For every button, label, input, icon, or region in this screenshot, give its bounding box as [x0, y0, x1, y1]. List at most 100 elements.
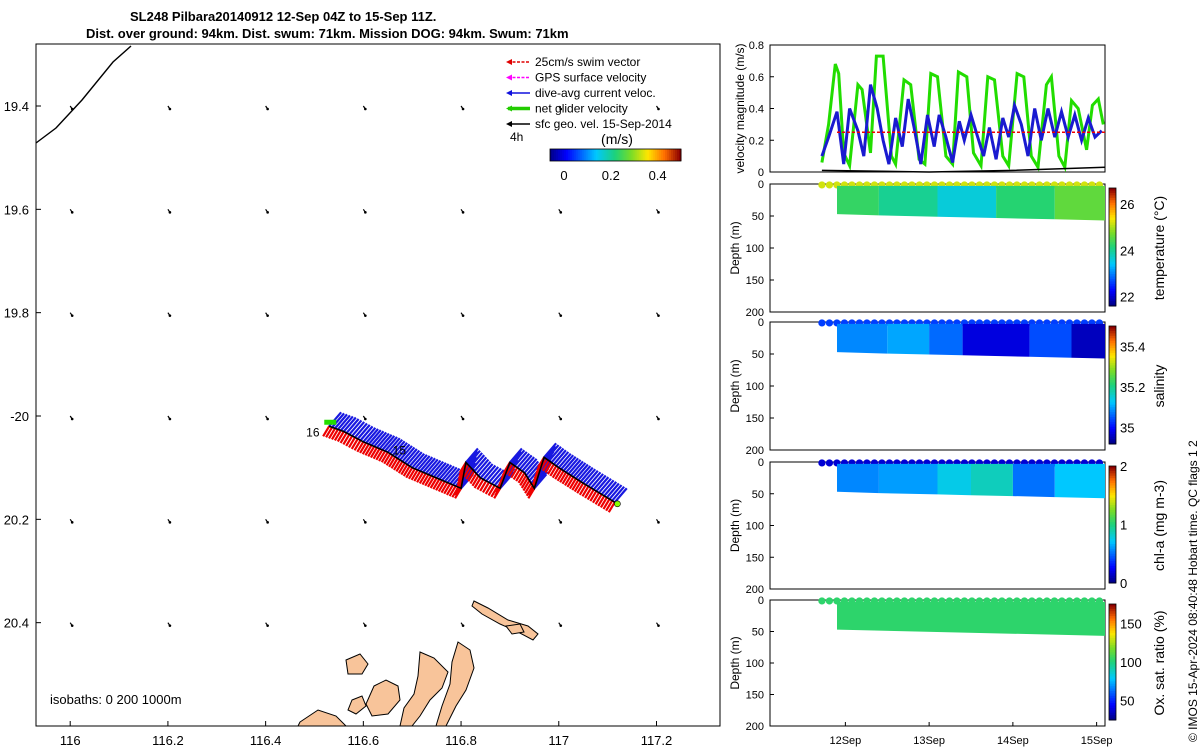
depth-y-label: Depth (m) [728, 636, 742, 689]
swim-vector [333, 429, 342, 442]
dive-avg-vector [467, 449, 481, 466]
depth-y-tick-label: 200 [746, 584, 764, 596]
dive-avg-vector [587, 471, 602, 488]
colorbar-cell [1109, 640, 1116, 644]
colorbar-cell [1109, 606, 1116, 610]
colorbar-cell [1109, 659, 1116, 663]
map-colorbar-cell [627, 149, 630, 161]
dive-avg-vector [595, 476, 610, 492]
swim-vector [476, 478, 485, 491]
island-3 [345, 653, 369, 675]
colorbar-cell [1109, 539, 1116, 543]
map-x-tick-label: 116.6 [348, 733, 380, 748]
surface-sample [818, 459, 826, 467]
colorbar-cell [1109, 192, 1116, 196]
depth-y-tick-label: 50 [752, 349, 764, 361]
map-colorbar-cell [661, 149, 664, 161]
swim-vector [325, 426, 334, 438]
colorbar-cell [1109, 224, 1116, 228]
colorbar-cell [1109, 483, 1116, 486]
colorbar-cell [1109, 512, 1116, 516]
swim-vector [561, 473, 570, 485]
section-segment [1054, 463, 1105, 499]
colorbar-cell [1109, 256, 1116, 260]
colorbar-cell [1109, 473, 1116, 477]
current-vector-head [559, 521, 563, 524]
swim-vector [507, 465, 516, 477]
map-colorbar-cell [601, 149, 605, 161]
map-colorbar-cell [655, 149, 658, 161]
map-colorbar-cell [611, 149, 615, 161]
current-vector-head [657, 107, 660, 111]
colorbar-cell [1109, 556, 1116, 560]
colorbar-cell [1109, 517, 1116, 521]
dive-avg-vector [555, 451, 570, 467]
colorbar-cell [1109, 478, 1116, 482]
swim-vector [432, 478, 441, 490]
current-vector-head [461, 417, 465, 421]
dive-avg-vector [389, 439, 404, 455]
colorbar-cell [1109, 502, 1116, 506]
map-x-tick-label: 116.4 [250, 733, 282, 748]
swim-vector [322, 425, 331, 437]
colorbar-cell [1109, 412, 1116, 415]
depth-y-label: Depth (m) [728, 221, 742, 274]
colorbar-cell [1109, 551, 1116, 555]
colorbar-cell [1109, 642, 1116, 646]
colorbar-cell [1109, 387, 1116, 391]
dive-avg-vector [370, 430, 385, 446]
map-colorbar-cell [679, 149, 682, 161]
dive-avg-vector [473, 456, 488, 473]
colorbar-cell [1109, 620, 1116, 624]
colorbar-cell [1109, 247, 1116, 250]
map-colorbar-cell [641, 149, 644, 161]
dive-avg-vector [331, 412, 345, 429]
map-colorbar-label: (m/s) [601, 131, 633, 147]
swim-vector [339, 432, 348, 444]
colorbar-cell [1109, 565, 1116, 569]
dive-avg-vector [469, 452, 483, 468]
current-vector-head [461, 107, 465, 111]
swim-vector [424, 475, 433, 487]
scale-label: 4h [510, 130, 523, 144]
colorbar-cell [1109, 691, 1116, 694]
swim-vector [542, 460, 550, 472]
map-colorbar-frame [549, 148, 682, 162]
track-label-15: 15 [393, 444, 407, 458]
colorbar-cell [1109, 507, 1116, 511]
colorbar-tick-label: 50 [1120, 694, 1134, 709]
swim-vector [388, 456, 397, 468]
colorbar-cell [1109, 480, 1116, 484]
current-vector-head [461, 624, 465, 627]
map-colorbar [549, 148, 682, 162]
dive-avg-vector [513, 451, 528, 467]
dive-avg-vector [443, 466, 458, 483]
map-colorbar-cell [625, 149, 628, 161]
current-vector-head [266, 417, 269, 421]
colorbar-cell [1109, 700, 1116, 704]
colorbar-cell [1109, 558, 1116, 562]
surface-sample [825, 181, 834, 189]
depth-y-tick-label: 50 [752, 627, 764, 639]
swim-vector [554, 468, 563, 480]
colorbar-cell [1109, 703, 1116, 706]
colorbar-cell [1109, 326, 1116, 329]
colorbar-cell [1109, 278, 1116, 282]
colorbar-cell [1109, 397, 1116, 401]
map-colorbar-cell [643, 149, 646, 161]
map-colorbar-cell [623, 149, 626, 161]
velocity-series-3 [821, 166, 1106, 173]
swim-vector [490, 486, 499, 498]
colorbar-cell [1109, 416, 1116, 420]
colorbar-cell [1109, 635, 1116, 639]
swim-vector [440, 482, 449, 494]
dive-avg-vector [340, 415, 354, 432]
map-y-tick-label: 19.8 [4, 306, 29, 321]
map-legend: 25cm/s swim vector GPS surface velocitydi… [506, 55, 672, 131]
section-segment [837, 185, 879, 216]
swim-vector [445, 484, 454, 496]
dive-avg-vector [430, 460, 445, 477]
map-colorbar-cell [629, 149, 632, 161]
swim-vector [443, 483, 452, 495]
